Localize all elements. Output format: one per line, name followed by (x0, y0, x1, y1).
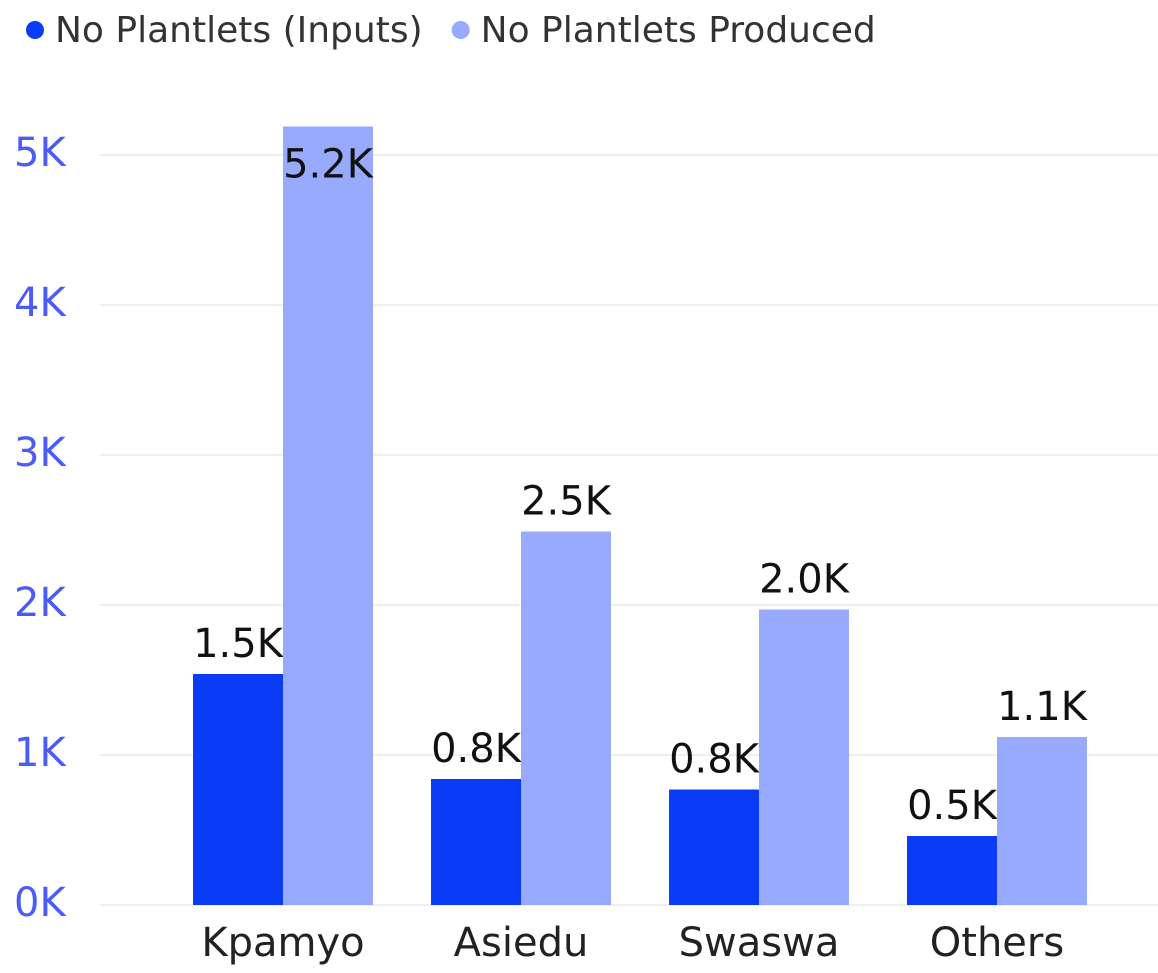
x-tick-label: Swaswa (679, 920, 840, 966)
data-label: 5.2K (283, 142, 375, 188)
x-tick-label: Asiedu (454, 920, 589, 966)
y-tick-label: 2K (14, 580, 67, 626)
data-label: 1.5K (193, 621, 285, 667)
legend-marker (26, 21, 44, 39)
y-tick-label: 0K (14, 880, 67, 926)
bar (431, 779, 521, 905)
bar (193, 674, 283, 905)
bar (907, 836, 997, 905)
y-tick-label: 5K (14, 130, 67, 176)
data-label: 0.8K (431, 726, 523, 772)
data-label: 0.8K (669, 737, 761, 783)
data-label: 1.1K (997, 684, 1089, 730)
y-tick-label: 3K (14, 430, 67, 476)
legend-label: No Plantlets Produced (481, 10, 876, 51)
x-tick-label: Others (930, 920, 1064, 966)
y-tick-label: 4K (14, 280, 67, 326)
bar (759, 609, 849, 905)
legend-label: No Plantlets (Inputs) (55, 10, 423, 51)
data-label: 2.0K (759, 557, 851, 603)
data-label: 2.5K (521, 479, 613, 525)
data-label: 0.5K (907, 783, 999, 829)
legend-marker (451, 21, 470, 39)
bar (669, 789, 759, 905)
y-tick-label: 1K (14, 730, 67, 776)
bar (997, 737, 1087, 905)
bar (283, 126, 373, 905)
x-tick-label: Kpamyo (201, 920, 364, 966)
bar (521, 531, 611, 905)
